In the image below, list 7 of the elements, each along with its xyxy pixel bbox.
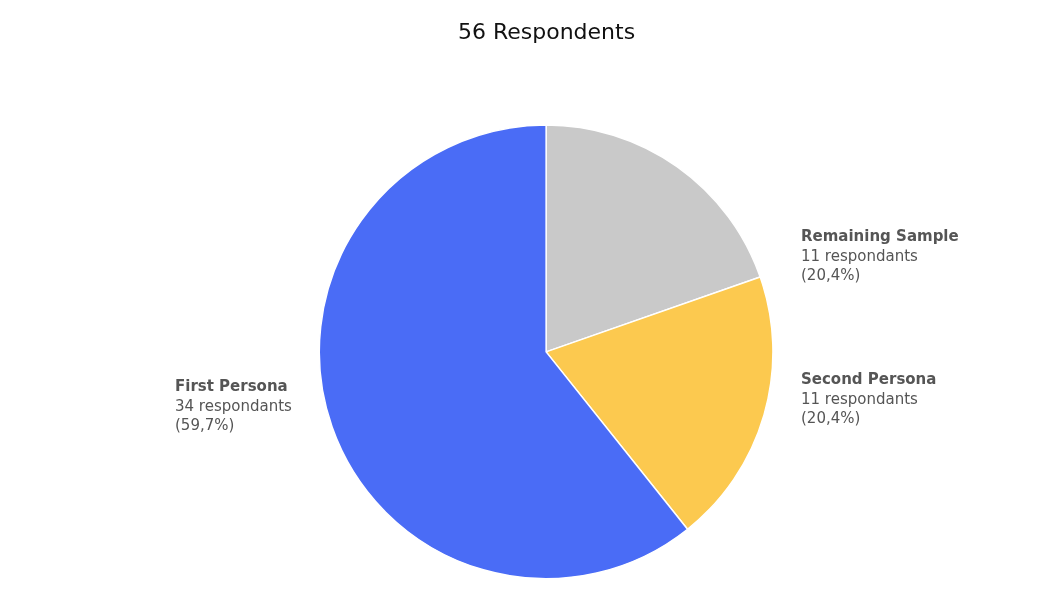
data-label: 34 respondants (59,7%) [175,396,293,434]
data-label: 11 respondants (20,4%) [801,246,919,284]
slice-label: Second Persona [801,370,937,388]
slice-label: First Persona [175,377,288,395]
slice-label: Remaining Sample [801,227,959,245]
chart-title: 56 Respondents [457,19,636,45]
data-label: 11 respondants (20,4%) [801,389,919,427]
